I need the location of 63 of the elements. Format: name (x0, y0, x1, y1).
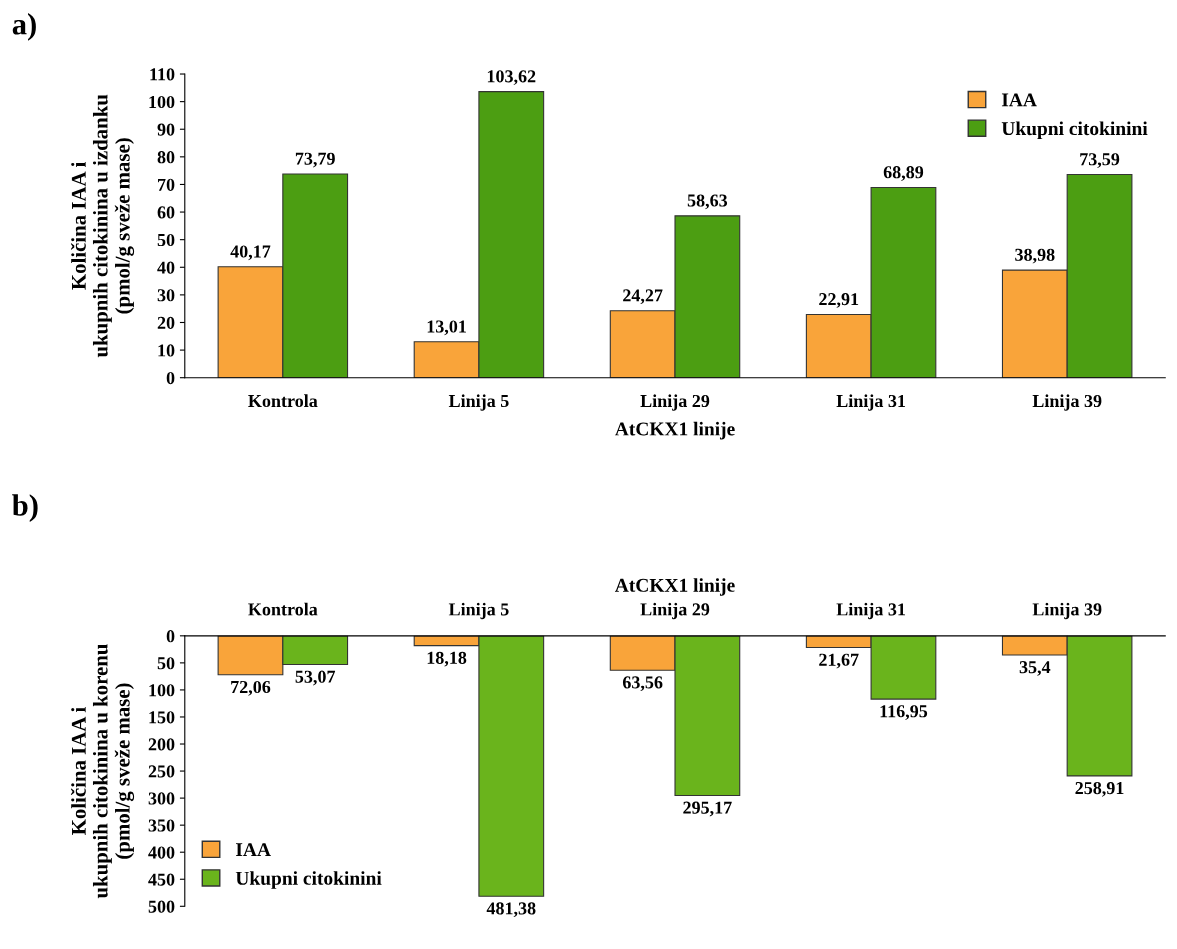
x-tick-label: Linija 5 (448, 394, 509, 411)
y-tick-label: 450 (148, 873, 175, 886)
y-tick-label: 60 (157, 206, 175, 219)
y-tick-label: 200 (148, 738, 175, 751)
y-tick-label: 110 (150, 68, 175, 81)
data-label: 72,06 (231, 680, 271, 696)
y-tick-label: 500 (148, 900, 175, 913)
legend-label: Ukupni citokinini (1001, 121, 1148, 140)
data-label: 38,98 (1015, 248, 1055, 264)
data-label: 258,91 (1075, 781, 1124, 797)
x-tick-label: Linija 39 (1032, 394, 1102, 411)
y-axis-title: Količina IAA i ukupnih citokinina u korenu (pmol/g sveže mase) (70, 644, 135, 899)
x-axis-title: AtCKX1 linije (614, 578, 735, 596)
y-tick-label: 0 (166, 630, 175, 643)
text: b) (12, 494, 38, 522)
data-label: 13,01 (427, 320, 466, 336)
y-axis-title: Količina IAA i ukupnih citokinina u izdanku (pmol/g sveže mase) (70, 94, 135, 358)
data-label: 63,56 (622, 676, 663, 692)
data-label: 24,27 (623, 289, 663, 305)
legend-label: IAA (1001, 93, 1037, 107)
x-tick-label: Linija 29 (640, 602, 710, 620)
legend-label: Ukupni citokinini (235, 871, 382, 889)
data-label: 481,38 (486, 902, 536, 918)
data-label: 53,07 (295, 670, 336, 686)
y-tick-label: 80 (157, 151, 175, 164)
y-tick-label: 10 (158, 344, 175, 357)
data-label: 22,91 (819, 293, 859, 308)
x-tick-label: Linija 31 (836, 602, 906, 620)
y-tick-label: 300 (148, 792, 175, 805)
y-tick-label: 150 (149, 711, 175, 724)
y-tick-label: 30 (157, 289, 175, 302)
text: a) (12, 13, 36, 41)
data-label: 103,62 (487, 70, 536, 86)
y-tick-label: 100 (149, 684, 175, 697)
y-tick-label: 50 (157, 657, 175, 670)
data-label: 295,17 (683, 801, 732, 817)
x-tick-label: Linija 39 (1032, 602, 1102, 620)
x-tick-label: Linija 31 (836, 394, 906, 411)
legend-label: IAA (236, 843, 271, 857)
y-tick-label: 100 (149, 95, 175, 109)
x-axis-title: AtCKX1 linije (614, 421, 735, 440)
data-label: 73,59 (1080, 153, 1120, 168)
y-tick-label: 400 (148, 846, 175, 859)
y-tick-label: 90 (157, 123, 175, 136)
y-tick-label: 70 (158, 178, 175, 191)
data-label: 58,63 (687, 194, 728, 210)
data-label: 68,89 (883, 166, 924, 181)
data-label: 40,17 (230, 245, 271, 261)
x-tick-label: Linija 5 (448, 602, 509, 620)
y-tick-label: 20 (157, 316, 175, 329)
y-tick-label: 0 (166, 371, 175, 385)
data-label: 18,18 (427, 651, 467, 667)
x-tick-label: Kontrola (248, 602, 318, 616)
y-tick-label: 350 (148, 819, 175, 832)
x-tick-label: Linija 29 (640, 394, 710, 411)
data-label: 35,4 (1019, 661, 1051, 676)
data-label: 116,95 (880, 705, 928, 720)
y-tick-label: 40 (157, 261, 175, 274)
data-label: 21,67 (819, 653, 859, 669)
data-label: 73,79 (295, 152, 335, 168)
x-tick-label: Kontrola (248, 394, 318, 408)
y-tick-label: 50 (157, 233, 175, 247)
y-tick-label: 250 (148, 765, 175, 778)
